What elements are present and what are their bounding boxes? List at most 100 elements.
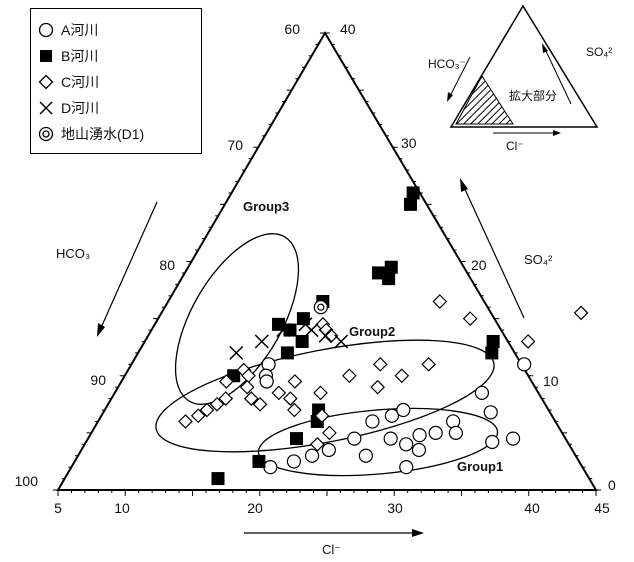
group1-label: Group1: [457, 459, 503, 474]
left-axis-ticks: 70 80 90: [90, 137, 243, 388]
right-arrow-head: [460, 178, 468, 192]
point-b: [211, 472, 225, 486]
bottom-tick-label: 10: [114, 500, 130, 516]
bottom-tick-label: 45: [594, 500, 610, 516]
inset-triangle: [449, 4, 599, 128]
point-b: [403, 197, 417, 211]
point-c: [421, 356, 437, 372]
right-axis-label: SO₄²: [524, 252, 553, 267]
left-tick-label: 70: [227, 137, 243, 153]
point-c: [190, 408, 206, 424]
inset-left-arrow: [449, 56, 471, 97]
right-tick-label: 10: [543, 373, 559, 389]
bottom-tick-label: 30: [387, 500, 403, 516]
point-a: [263, 460, 278, 475]
point-b: [280, 346, 294, 360]
left-arrow-head: [97, 323, 105, 337]
right-axis-ticks: 30 20 10: [401, 135, 559, 389]
point-c: [287, 374, 303, 389]
point-b: [486, 334, 500, 348]
group2-ellipse: [155, 339, 495, 453]
point-a: [399, 460, 414, 475]
inset-region-label: 拡大部分: [509, 88, 557, 103]
point-c: [432, 294, 448, 309]
point-a: [505, 431, 521, 446]
data-points: [178, 186, 589, 486]
inset-right-arrow-head: [542, 43, 548, 53]
bottom-axis-ticks: 5 10 20 30 40 45: [54, 500, 610, 516]
group1-ellipse: [257, 407, 499, 477]
double-circle-icon: [37, 125, 55, 143]
point-a: [365, 414, 380, 429]
legend-item-d: D河川: [37, 97, 99, 119]
point-c: [218, 391, 234, 406]
inset-right-label: SO₄²: [586, 45, 612, 59]
bottom-tick-label: 20: [247, 500, 263, 516]
point-c: [209, 396, 225, 412]
triangle-frame: [53, 31, 601, 496]
point-c: [342, 368, 357, 384]
left-tick-label: 80: [159, 257, 175, 273]
open-circle-icon: [37, 21, 55, 39]
inset-bottom-label: Cl⁻: [506, 139, 524, 153]
point-c: [314, 408, 330, 424]
point-d: [304, 323, 319, 338]
inset-bottom-arrow-head: [553, 130, 561, 136]
point-c: [239, 379, 255, 395]
point-a: [396, 402, 411, 418]
point-a: [399, 437, 414, 452]
inset-enlarged-region: [455, 75, 514, 125]
point-c: [573, 305, 589, 321]
point-b: [485, 346, 499, 360]
point-d: [276, 323, 291, 338]
point-b: [296, 312, 310, 326]
point-a: [483, 405, 498, 420]
point-d1-inner: [317, 303, 325, 311]
point-c: [462, 311, 478, 326]
left-direction-arrow: [99, 201, 158, 331]
point-c: [243, 391, 259, 406]
point-c: [178, 414, 193, 429]
point-c: [394, 368, 410, 384]
axis-labels: HCO₃ SO₄² Cl⁻: [56, 246, 553, 557]
point-a: [347, 431, 362, 446]
group3-label: Group3: [243, 199, 289, 214]
point-b: [406, 186, 420, 200]
legend-item-a: A河川: [37, 19, 98, 41]
direction-arrows: [97, 178, 525, 537]
corner-label-left-bottom: 100: [15, 473, 39, 489]
inset-diagram: 拡大部分 HCO₃⁻ SO₄² Cl⁻: [428, 4, 612, 153]
point-a: [474, 385, 490, 400]
point-a: [358, 448, 373, 463]
point-c: [372, 356, 388, 372]
group2-label: Group2: [349, 324, 395, 339]
filled-square-icon: [37, 47, 55, 65]
point-c: [310, 436, 325, 452]
bottom-arrow-head: [412, 529, 424, 537]
point-c: [323, 328, 339, 344]
open-diamond-icon: [37, 73, 55, 91]
inset-left-label: HCO₃⁻: [428, 57, 466, 71]
bottom-tick-label: 5: [54, 500, 62, 516]
legend-item-c: C河川: [37, 71, 99, 93]
point-a: [259, 374, 274, 389]
point-a: [448, 425, 463, 440]
point-c: [313, 385, 328, 401]
point-b: [290, 432, 304, 446]
point-b: [252, 454, 266, 468]
point-d: [229, 345, 244, 360]
group3-ellipse: [174, 233, 300, 405]
point-a: [428, 425, 443, 440]
point-a: [517, 357, 532, 372]
legend-label: B河川: [61, 48, 99, 64]
legend-item-b: B河川: [37, 45, 98, 67]
legend-label: D河川: [61, 100, 100, 116]
point-c: [271, 385, 287, 401]
point-a: [321, 442, 336, 458]
point-a: [286, 454, 302, 469]
point-d: [254, 334, 269, 349]
point-a: [446, 414, 461, 429]
point-a: [412, 428, 427, 443]
corner-labels: 60 40 100 0: [15, 21, 616, 493]
